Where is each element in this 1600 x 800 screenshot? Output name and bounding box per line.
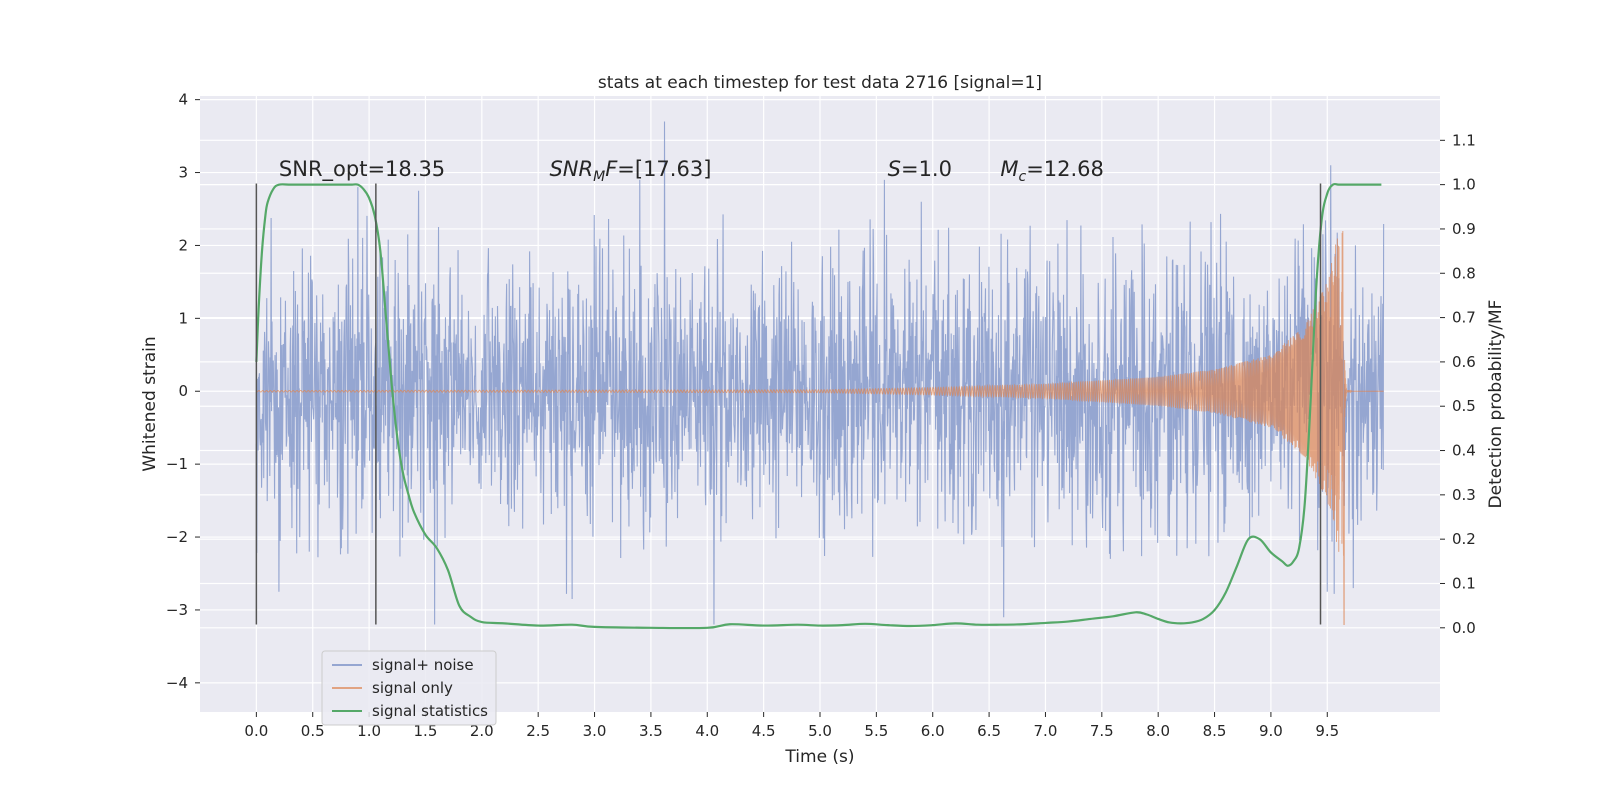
y2-tick-label: 0.3	[1452, 486, 1476, 504]
y-tick-labels: −4 −3 −2 −1 0 1 2 3 4	[166, 91, 200, 692]
annotation-text: S=1.0	[888, 157, 952, 181]
x-tick-label: 3.5	[639, 722, 663, 740]
x-tick-label: 9.0	[1259, 722, 1283, 740]
legend-box	[321, 650, 497, 726]
annotations: SNR_opt=18.35 SNRMF=[17.63] S=1.0 Mc=12.68	[279, 157, 1104, 185]
x-tick-label: 4.0	[695, 722, 719, 740]
y2-tick-label: 0.5	[1452, 397, 1476, 415]
y-tick-label: −4	[166, 674, 188, 692]
y-tick-label: 3	[178, 164, 188, 182]
series-signal-plus-noise-line	[255, 121, 1385, 625]
x-tick-label: 9.5	[1315, 722, 1339, 740]
legend-label: signal statistics	[372, 702, 488, 720]
annotation-text: SNRMF=[17.63]	[549, 157, 711, 185]
x-tick-label: 5.0	[808, 722, 832, 740]
y2-tick-label: 0.8	[1452, 264, 1476, 282]
y-tick-label: −1	[166, 455, 188, 473]
x-tick-label: 7.5	[1090, 722, 1114, 740]
y-tick-label: 0	[178, 382, 188, 400]
x-tick-label: 2.0	[470, 722, 494, 740]
legend: signal+ noise signal only signal statistic…	[321, 650, 497, 726]
y2-tick-label: 0.2	[1452, 530, 1476, 548]
y2-tick-label: 0.1	[1452, 574, 1476, 592]
series-group	[255, 121, 1385, 630]
y-tick-label: 1	[178, 309, 188, 327]
x-tick-label: 8.0	[1146, 722, 1170, 740]
annotation-text: SNR_opt=18.35	[279, 157, 445, 182]
y-axis-label: Whitened strain	[140, 336, 160, 471]
legend-label: signal+ noise	[372, 656, 474, 674]
y-tick-label: −2	[166, 528, 188, 546]
x-tick-label: 5.5	[864, 722, 888, 740]
y-tick-label: 2	[178, 236, 188, 254]
x-tick-label: 3.0	[583, 722, 607, 740]
x-tick-label: 8.5	[1203, 722, 1227, 740]
y-tick-label: 4	[178, 91, 188, 109]
x-tick-label: 1.5	[414, 722, 438, 740]
x-tick-label: 4.5	[752, 722, 776, 740]
y2-tick-labels: 0.0 0.1 0.2 0.3 0.4 0.5 0.6 0.7 0.8 0.9 1.0 1.1	[1440, 131, 1476, 637]
y2-tick-label: 0.0	[1452, 619, 1476, 637]
y2-tick-label: 1.0	[1452, 176, 1476, 194]
y2-tick-label: 0.6	[1452, 353, 1476, 371]
x-tick-label: 7.0	[1034, 722, 1058, 740]
x-axis-label: Time (s)	[784, 747, 854, 767]
x-tick-label: 0.0	[244, 722, 268, 740]
y2-tick-label: 0.7	[1452, 309, 1476, 327]
chart-title: stats at each timestep for test data 271…	[598, 73, 1042, 93]
x-tick-label: 0.5	[301, 722, 325, 740]
legend-label: signal only	[372, 679, 453, 697]
annotation-text: Mc=12.68	[1000, 157, 1104, 185]
y2-axis-label: Detection probability/MF	[1486, 300, 1506, 509]
series-signal-statistics-line	[255, 182, 1382, 630]
y-tick-label: −3	[166, 601, 188, 619]
x-tick-label: 1.0	[357, 722, 381, 740]
x-tick-label: 2.5	[526, 722, 550, 740]
y2-tick-label: 0.9	[1452, 220, 1476, 238]
x-tick-label: 6.0	[921, 722, 945, 740]
vertical-markers	[255, 183, 1322, 625]
series-signal-only-line	[256, 230, 1384, 626]
x-tick-label: 6.5	[977, 722, 1001, 740]
x-tick-labels: 0.0 0.5 1.0 1.5 2.0 2.5 3.0 3.5 4.0 4.5 5.0 5.5 6.0 6…	[244, 712, 1339, 740]
y2-tick-label: 1.1	[1452, 131, 1476, 149]
y2-tick-label: 0.4	[1452, 442, 1476, 460]
